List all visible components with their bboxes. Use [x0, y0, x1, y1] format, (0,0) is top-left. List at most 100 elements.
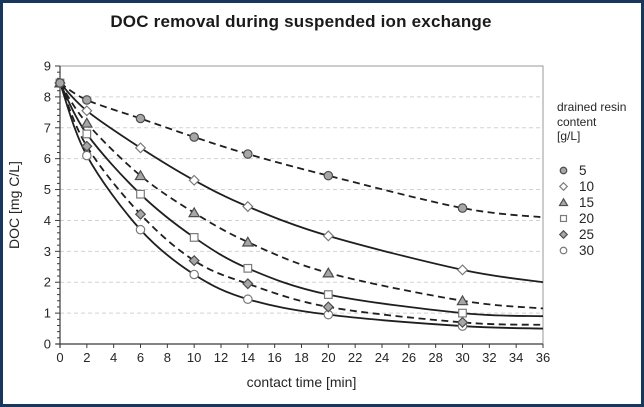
legend-item: 10 — [557, 179, 641, 195]
legend-item-label: 30 — [579, 243, 595, 258]
marker-triangle-filled — [456, 294, 469, 306]
legend-item-label: 10 — [579, 179, 595, 194]
series-15 — [53, 77, 544, 310]
legend-glyph-circle-open — [559, 246, 568, 255]
legend-item: 15 — [557, 195, 641, 211]
marker-square-open — [458, 308, 467, 318]
marker-square-open — [243, 263, 253, 273]
legend-item-list: 5 10 15 20 25 30 — [557, 163, 641, 259]
legend-glyph-square-open — [559, 214, 568, 223]
marker-circle-filled — [55, 78, 65, 88]
marker-diamond-open — [188, 174, 200, 186]
x-tick-label: 16 — [267, 350, 281, 365]
x-axis-title: contact time [min] — [247, 374, 357, 390]
legend-diamond-open-icon — [558, 181, 569, 192]
fit-curve-15 — [59, 82, 544, 310]
legend-glyph-diamond-filled — [558, 229, 569, 240]
legend-glyph-diamond-open — [558, 181, 569, 192]
fit-curve-5 — [59, 82, 544, 219]
marker-triangle-filled — [322, 266, 335, 278]
marker-circle-filled — [135, 113, 146, 124]
y-tick-label: 7 — [44, 120, 51, 135]
marker-circle-open — [82, 150, 92, 161]
x-tick-label: 34 — [509, 350, 523, 365]
marker-circle-open — [135, 224, 146, 235]
y-axis-title: DOC [mg C/L] — [6, 161, 22, 249]
x-tick-label: 26 — [402, 350, 416, 365]
fit-curve-10 — [59, 82, 544, 284]
legend-item-label: 15 — [579, 195, 595, 210]
x-tick-label: 24 — [375, 350, 389, 365]
legend-glyph-triangle-filled — [558, 197, 569, 207]
y-tick-label: 2 — [44, 275, 51, 290]
x-tick-label: 12 — [214, 350, 228, 365]
legend-title-line: [g/L] — [557, 129, 581, 143]
y-tick-label: 3 — [44, 244, 51, 259]
x-tick-label: 4 — [110, 350, 117, 365]
legend-diamond-filled-icon — [558, 229, 569, 240]
y-tick-label: 4 — [44, 213, 51, 228]
x-tick-label: 8 — [164, 350, 171, 365]
legend-title-line: drained resin — [557, 100, 627, 114]
series-30 — [55, 78, 544, 331]
legend-square-open-icon — [559, 214, 568, 223]
x-tick-label: 18 — [294, 350, 308, 365]
series-20 — [55, 78, 544, 318]
marker-diamond-filled — [322, 301, 334, 313]
marker-circle-filled — [323, 170, 334, 181]
marker-square-open — [189, 233, 199, 242]
legend-glyph-circle-filled — [559, 166, 568, 175]
marker-diamond-filled — [81, 140, 93, 152]
x-tick-label: 32 — [482, 350, 496, 365]
legend-item-label: 25 — [579, 227, 595, 242]
marker-triangle-filled — [241, 236, 254, 247]
marker-diamond-open — [456, 264, 469, 276]
marker-diamond-filled — [188, 254, 200, 267]
y-tick-label: 0 — [44, 337, 51, 352]
x-tick-label: 28 — [428, 350, 442, 365]
legend-title-line: content — [557, 114, 597, 129]
y-tick-label: 1 — [44, 306, 51, 321]
marker-circle-open — [243, 294, 253, 305]
marker-diamond-open — [322, 230, 334, 242]
marker-diamond-filled — [456, 316, 469, 329]
y-tick-label: 5 — [44, 182, 51, 197]
legend: drained resin content [g/L] 5 10 15 20 25 30 — [557, 100, 641, 259]
legend-item: 20 — [557, 211, 641, 227]
marker-circle-open — [189, 269, 199, 280]
marker-diamond-open — [81, 105, 93, 117]
fit-curve-30 — [59, 82, 544, 330]
marker-square-open — [136, 189, 145, 199]
marker-circle-filled — [243, 149, 253, 159]
marker-circle-filled — [189, 132, 199, 142]
legend-item-label: 20 — [579, 211, 595, 226]
legend-circle-filled-icon — [559, 166, 568, 175]
marker-circle-filled — [82, 95, 92, 105]
legend-item-label: 5 — [579, 163, 587, 178]
marker-triangle-filled — [134, 169, 147, 181]
marker-triangle-filled — [188, 206, 201, 218]
x-tick-label: 30 — [455, 350, 469, 365]
x-tick-label: 2 — [83, 350, 90, 365]
y-tick-label: 9 — [44, 59, 51, 74]
marker-circle-filled — [457, 203, 468, 213]
y-tick-label: 8 — [44, 89, 51, 104]
x-tick-label: 22 — [348, 350, 362, 365]
legend-title: drained resin content [g/L] — [557, 100, 641, 144]
x-tick-label: 0 — [56, 350, 63, 365]
marker-diamond-open — [134, 142, 147, 154]
fit-curve-25 — [59, 82, 544, 326]
marker-diamond-filled — [242, 278, 254, 290]
fit-curve-20 — [59, 82, 544, 318]
marker-square-open — [323, 290, 333, 299]
marker-diamond-open — [242, 200, 254, 213]
marker-square-open — [82, 129, 92, 139]
legend-triangle-filled-icon — [558, 197, 569, 207]
marker-diamond-filled — [134, 208, 147, 220]
series-5 — [55, 78, 544, 219]
chart-title: DOC removal during suspended ion exchang… — [110, 12, 492, 31]
x-tick-label: 36 — [536, 350, 550, 365]
legend-item: 30 — [557, 243, 641, 259]
